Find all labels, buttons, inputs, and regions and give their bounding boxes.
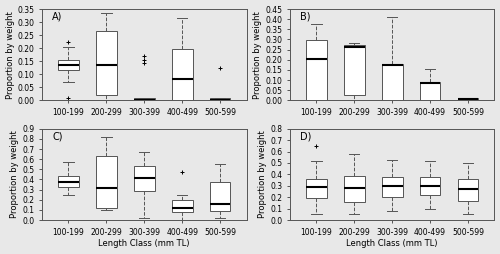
PathPatch shape <box>458 179 478 201</box>
Y-axis label: Proportion by weight: Proportion by weight <box>254 11 262 99</box>
PathPatch shape <box>382 64 402 100</box>
PathPatch shape <box>96 156 117 208</box>
PathPatch shape <box>382 177 402 197</box>
Text: C): C) <box>52 132 62 141</box>
PathPatch shape <box>344 44 364 95</box>
Text: B): B) <box>300 12 310 22</box>
PathPatch shape <box>306 179 327 198</box>
Text: D): D) <box>300 132 312 141</box>
PathPatch shape <box>210 98 231 100</box>
PathPatch shape <box>306 40 327 100</box>
PathPatch shape <box>420 177 440 195</box>
PathPatch shape <box>172 200 192 212</box>
PathPatch shape <box>420 82 440 100</box>
Y-axis label: Proportion by weight: Proportion by weight <box>10 131 20 218</box>
X-axis label: Length Class (mm TL): Length Class (mm TL) <box>98 240 190 248</box>
PathPatch shape <box>96 31 117 95</box>
PathPatch shape <box>458 98 478 100</box>
PathPatch shape <box>210 182 231 211</box>
Text: A): A) <box>52 12 62 22</box>
PathPatch shape <box>134 98 154 100</box>
PathPatch shape <box>134 166 154 191</box>
X-axis label: Length Class (mm TL): Length Class (mm TL) <box>346 240 438 248</box>
PathPatch shape <box>344 176 364 202</box>
PathPatch shape <box>58 60 79 70</box>
PathPatch shape <box>58 177 79 187</box>
Y-axis label: Proportion by weight: Proportion by weight <box>258 131 268 218</box>
PathPatch shape <box>172 50 192 100</box>
Y-axis label: Proportion by weight: Proportion by weight <box>6 11 15 99</box>
